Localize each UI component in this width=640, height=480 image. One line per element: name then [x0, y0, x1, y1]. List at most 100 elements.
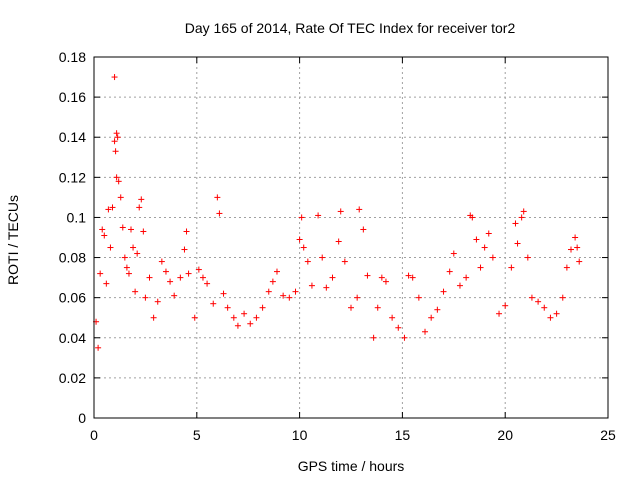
data-point — [280, 292, 287, 299]
data-point — [125, 270, 132, 277]
data-point — [382, 278, 389, 285]
x-tick-label: 10 — [292, 427, 308, 443]
data-point — [107, 244, 114, 251]
data-point — [576, 258, 583, 265]
data-point — [315, 212, 322, 219]
data-point — [195, 266, 202, 273]
data-point — [389, 314, 396, 321]
data-point — [177, 274, 184, 281]
data-point — [132, 288, 139, 295]
x-axis-label: GPS time / hours — [298, 458, 405, 474]
data-point — [119, 224, 126, 231]
data-point — [428, 314, 435, 321]
plot-frame — [93, 56, 609, 419]
data-point — [105, 206, 112, 213]
data-point — [481, 244, 488, 251]
y-tick-label: 0.1 — [67, 209, 87, 225]
data-point — [216, 210, 223, 217]
data-point — [99, 226, 106, 233]
data-point — [401, 334, 408, 341]
data-point — [259, 304, 266, 311]
data-point — [220, 290, 227, 297]
data-point — [292, 288, 299, 295]
data-point — [210, 300, 217, 307]
y-tick-label: 0.04 — [59, 330, 86, 346]
grid-lines — [94, 57, 608, 418]
data-point — [112, 148, 119, 155]
data-point — [567, 246, 574, 253]
data-point — [269, 278, 276, 285]
y-tick-label: 0.16 — [59, 89, 86, 105]
data-point — [496, 310, 503, 317]
data-point — [477, 264, 484, 271]
data-point — [247, 320, 254, 327]
axis-ticks: 0 5 10 15 20 25 0 0.02 0.04 0.06 0.08 0.1 0.12 0.14 0.… — [59, 49, 616, 443]
data-point — [469, 214, 476, 221]
y-axis-label: ROTI / TECUs — [5, 195, 21, 285]
y-tick-label: 0.18 — [59, 49, 86, 65]
data-point — [265, 288, 272, 295]
data-point — [230, 314, 237, 321]
x-tick-label: 25 — [600, 427, 616, 443]
data-point — [304, 258, 311, 265]
y-tick-label: 0 — [78, 410, 86, 426]
data-point — [422, 328, 429, 335]
data-point — [183, 228, 190, 235]
data-point — [142, 294, 149, 301]
data-point — [121, 254, 128, 261]
data-points — [93, 74, 583, 351]
data-point — [154, 298, 161, 305]
data-point — [473, 236, 480, 243]
data-point — [456, 282, 463, 289]
data-point — [415, 294, 422, 301]
data-point — [138, 196, 145, 203]
data-point — [224, 304, 231, 311]
data-point — [329, 274, 336, 281]
data-point — [489, 254, 496, 261]
data-point — [123, 264, 130, 271]
chart-title: Day 165 of 2014, Rate Of TEC Index for r… — [185, 20, 516, 36]
data-point — [234, 322, 241, 329]
data-point — [167, 278, 174, 285]
data-point — [158, 258, 165, 265]
data-point — [113, 130, 120, 137]
data-point — [296, 236, 303, 243]
data-point — [356, 206, 363, 213]
data-point — [214, 194, 221, 201]
data-point — [140, 228, 147, 235]
y-tick-label: 0.02 — [59, 370, 86, 386]
data-point — [378, 274, 385, 281]
data-point — [405, 272, 412, 279]
x-tick-label: 5 — [193, 427, 201, 443]
data-point — [518, 214, 525, 221]
data-point — [450, 250, 457, 257]
data-point — [308, 282, 315, 289]
data-point — [440, 288, 447, 295]
data-point — [374, 304, 381, 311]
data-point — [370, 334, 377, 341]
data-point — [341, 258, 348, 265]
data-point — [181, 246, 188, 253]
data-point — [502, 302, 509, 309]
data-point — [97, 270, 104, 277]
data-point — [273, 268, 280, 275]
data-point — [115, 178, 122, 185]
data-point — [508, 264, 515, 271]
y-tick-label: 0.08 — [59, 250, 86, 266]
data-point — [162, 268, 169, 275]
x-tick-label: 15 — [395, 427, 411, 443]
data-point — [111, 74, 118, 81]
y-tick-label: 0.06 — [59, 290, 86, 306]
data-point — [520, 208, 527, 215]
data-point — [319, 254, 326, 261]
data-point — [528, 294, 535, 301]
data-point — [348, 304, 354, 311]
data-point — [335, 238, 342, 245]
data-point — [117, 194, 124, 201]
data-point — [134, 250, 141, 257]
data-point — [547, 314, 554, 321]
x-tick-label: 20 — [497, 427, 513, 443]
x-tick-label: 0 — [90, 427, 98, 443]
data-point — [354, 294, 361, 301]
